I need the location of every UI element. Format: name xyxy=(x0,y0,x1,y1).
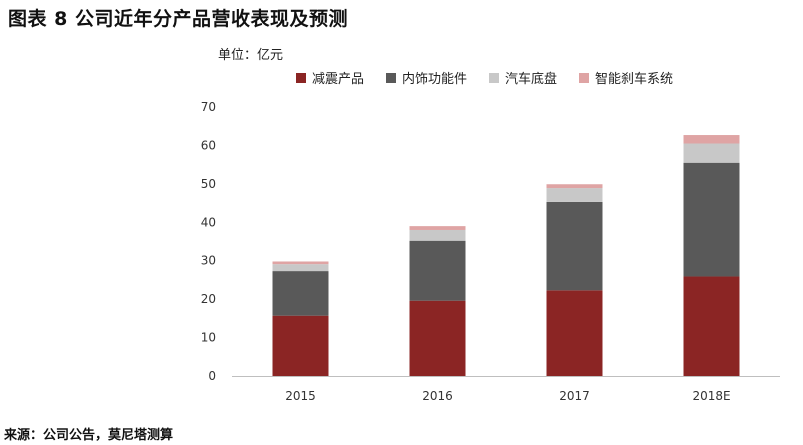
legend-label: 内饰功能件 xyxy=(402,72,468,87)
bar-segment-2018E-2 xyxy=(683,143,740,163)
legend-swatch xyxy=(489,72,500,83)
bar-segment-2018E-0 xyxy=(683,276,740,376)
bar-segment-2016-0 xyxy=(409,300,466,376)
bar-segment-2018E-1 xyxy=(683,162,740,277)
bar-segment-2017-1 xyxy=(546,201,603,291)
legend-swatch xyxy=(386,72,397,83)
bar-segment-2015-1 xyxy=(272,271,329,316)
legend-item-smart-brake: 智能刹车系统 xyxy=(579,68,673,87)
legend-label: 汽车底盘 xyxy=(505,72,558,87)
legend-item-chassis: 汽车底盘 xyxy=(489,68,557,87)
legend-swatch xyxy=(579,72,590,83)
legend-label: 减震产品 xyxy=(312,72,365,87)
y-tick-label: 50 xyxy=(201,177,216,191)
x-tick-label: 2018E xyxy=(692,389,730,403)
y-tick-label: 0 xyxy=(208,369,216,383)
chart-legend: 减震产品 内饰功能件 汽车底盘 智能刹车系统 xyxy=(296,68,673,87)
bar-segment-2018E-3 xyxy=(683,135,740,144)
x-tick-label: 2017 xyxy=(559,389,590,403)
y-tick-label: 20 xyxy=(201,292,216,306)
source-note: 来源：公司公告，莫尼塔测算 xyxy=(4,428,174,443)
legend-swatch xyxy=(296,72,306,83)
y-tick-label: 40 xyxy=(201,215,216,229)
unit-label: 单位：亿元 xyxy=(218,48,284,63)
bar-segment-2016-3 xyxy=(409,226,466,230)
x-tick-label: 2015 xyxy=(285,389,316,403)
legend-item-interior-parts: 内饰功能件 xyxy=(386,68,467,87)
bar-segment-2017-2 xyxy=(546,188,603,202)
y-tick-label: 30 xyxy=(201,254,216,268)
bar-segment-2017-0 xyxy=(546,290,603,376)
y-tick-label: 60 xyxy=(201,138,216,152)
bar-segment-2016-1 xyxy=(409,240,466,301)
bar-segment-2015-3 xyxy=(272,261,329,265)
bar-segment-2015-2 xyxy=(272,264,329,272)
legend-item-shock-absorber: 减震产品 xyxy=(296,68,364,87)
bar-segment-2016-2 xyxy=(409,229,466,241)
bar-segment-2017-3 xyxy=(546,184,603,189)
y-tick-label: 10 xyxy=(201,331,216,345)
bar-segment-2015-0 xyxy=(272,315,329,376)
figure-title: 图表 8 公司近年分产品营收表现及预测 xyxy=(8,8,348,30)
legend-label: 智能刹车系统 xyxy=(595,72,674,87)
x-tick-label: 2016 xyxy=(422,389,453,403)
y-tick-label: 70 xyxy=(201,100,216,114)
